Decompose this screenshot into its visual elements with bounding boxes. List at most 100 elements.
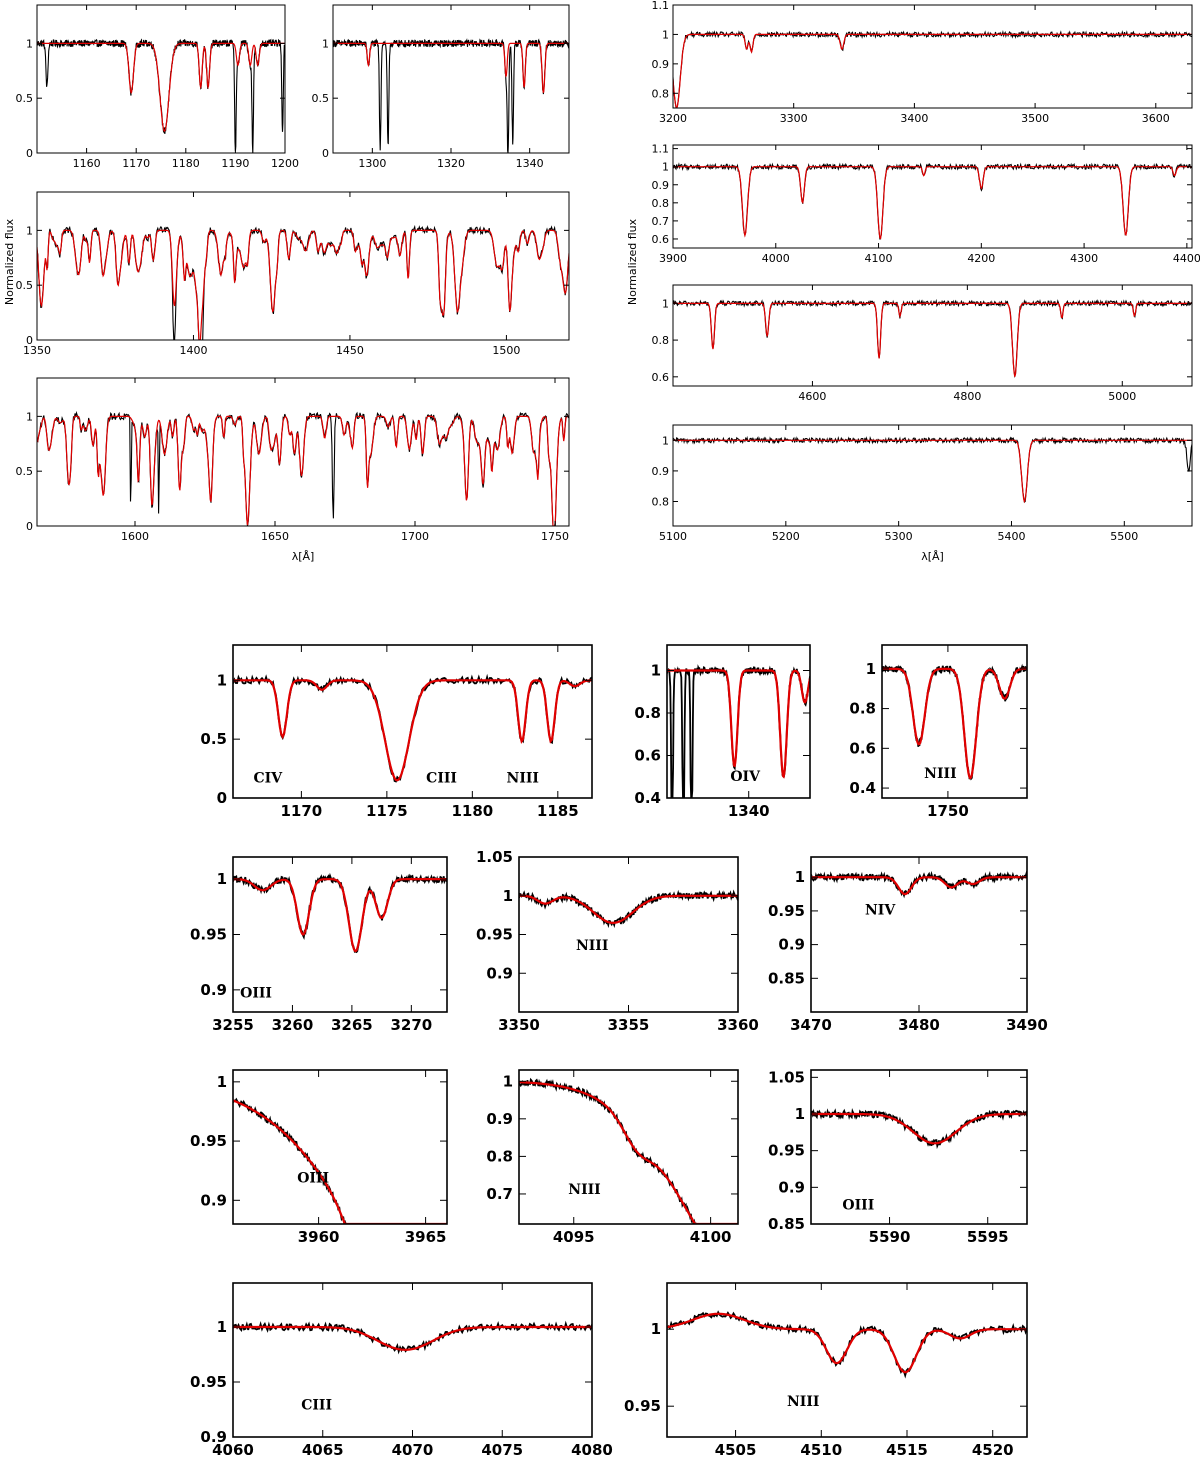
- ion-label: OIII: [297, 1171, 329, 1187]
- x-tick-label: 4300: [1070, 252, 1098, 265]
- x-tick-label: 1450: [336, 344, 364, 357]
- top-right-ylabel: Normalized flux: [626, 218, 639, 305]
- model-spectrum: [673, 33, 1192, 108]
- y-tick-label: 0.6: [849, 739, 876, 757]
- ion-label: NIII: [576, 938, 608, 954]
- ion-label: CIII: [426, 771, 457, 787]
- y-tick-label: 1.05: [768, 1068, 805, 1086]
- panel-z10: 4060 4065 4070 4075 4080 0.9 0.95 1 CIII: [190, 1282, 613, 1459]
- x-tick-label: 1320: [437, 157, 465, 170]
- model-spectrum: [667, 1312, 1027, 1374]
- y-tick-label: 0.9: [778, 936, 805, 954]
- y-tick-label: 0.5: [312, 92, 330, 105]
- x-tick-label: 4200: [967, 252, 995, 265]
- x-tick-label: 1185: [537, 802, 579, 820]
- plot-frame: [36, 191, 570, 341]
- ion-label: NIII: [507, 771, 539, 787]
- panel-z5: 3350 3355 3360 0.9 0.95 1 1.05 NIII: [476, 848, 759, 1034]
- panel-opt4: 5100 5200 5300 5400 5500 0.8 0.9 1 λ[Å]: [652, 424, 1193, 563]
- y-tick-label: 0.6: [652, 371, 670, 384]
- ion-label: CIV: [254, 771, 284, 787]
- plot-frame: [332, 4, 570, 154]
- model-spectrum: [37, 229, 569, 340]
- y-tick-label: 0.8: [486, 1147, 513, 1165]
- x-tick-label: 1180: [172, 157, 200, 170]
- ion-label: NIII: [568, 1182, 600, 1198]
- observed-spectrum: [37, 38, 285, 153]
- panel-uv3: 1350 1400 1450 1500 0 0.5 1: [16, 191, 570, 357]
- plot-frame: [36, 377, 570, 527]
- y-tick-label: 0.5: [16, 465, 34, 478]
- y-tick-label: 0.4: [634, 789, 661, 807]
- y-tick-label: 1: [26, 410, 33, 423]
- y-tick-label: 1: [662, 28, 669, 41]
- x-tick-label: 4065: [302, 1441, 344, 1459]
- y-tick-label: 0.8: [652, 334, 670, 347]
- x-tick-label: 3300: [780, 112, 808, 125]
- y-tick-label: 0.5: [16, 92, 34, 105]
- y-tick-label: 0.9: [652, 58, 670, 71]
- x-tick-label: 3960: [298, 1228, 340, 1246]
- x-tick-label: 4080: [571, 1441, 613, 1459]
- y-tick-label: 0: [26, 520, 33, 533]
- model-spectrum: [673, 302, 1192, 377]
- y-tick-label: 0.95: [190, 926, 227, 944]
- y-tick-label: 0: [26, 147, 33, 160]
- plot-frame: [666, 1282, 1028, 1438]
- x-tick-label: 3355: [608, 1016, 650, 1034]
- panel-uv2: 1300 1320 1340 0 0.5 1: [312, 4, 570, 170]
- x-tick-label: 5100: [659, 530, 687, 543]
- x-tick-label: 4095: [553, 1228, 595, 1246]
- ion-label: OIII: [240, 986, 272, 1002]
- x-tick-label: 4520: [972, 1441, 1014, 1459]
- y-tick-label: 0.85: [768, 969, 805, 987]
- y-tick-label: 0.85: [768, 1215, 805, 1233]
- y-tick-label: 0.95: [624, 1397, 661, 1415]
- y-tick-label: 0.9: [652, 465, 670, 478]
- model-spectrum: [37, 415, 569, 526]
- y-tick-label: 0.4: [849, 779, 876, 797]
- y-tick-label: 0.6: [634, 747, 661, 765]
- x-tick-label: 3965: [405, 1228, 447, 1246]
- x-tick-label: 1700: [401, 530, 429, 543]
- x-tick-label: 1340: [728, 802, 770, 820]
- y-tick-label: 1: [662, 297, 669, 310]
- y-tick-label: 0.9: [486, 1110, 513, 1128]
- x-tick-label: 3200: [659, 112, 687, 125]
- y-tick-label: 0: [217, 789, 227, 807]
- y-tick-label: 1: [26, 224, 33, 237]
- x-tick-label: 3350: [498, 1016, 540, 1034]
- panel-opt3: 4600 4800 5000 0.6 0.8 1: [652, 284, 1193, 403]
- y-tick-label: 1: [662, 161, 669, 174]
- y-tick-label: 0.95: [190, 1373, 227, 1391]
- model-spectrum: [673, 439, 1192, 504]
- observed-spectrum: [673, 298, 1192, 378]
- plot-frame: [518, 1069, 739, 1225]
- x-tick-label: 1200: [271, 157, 299, 170]
- y-tick-label: 0.9: [200, 981, 227, 999]
- y-tick-label: 1: [662, 434, 669, 447]
- y-tick-label: 0.9: [200, 1191, 227, 1209]
- y-tick-label: 1: [651, 662, 661, 680]
- y-tick-label: 0.8: [849, 700, 876, 718]
- x-tick-label: 1600: [121, 530, 149, 543]
- x-tick-label: 4000: [762, 252, 790, 265]
- x-tick-label: 3470: [790, 1016, 832, 1034]
- y-tick-label: 0.8: [652, 496, 670, 509]
- observed-spectrum: [519, 1077, 738, 1224]
- x-tick-label: 5300: [885, 530, 913, 543]
- x-tick-label: 4070: [392, 1441, 434, 1459]
- x-tick-label: 5000: [1108, 390, 1136, 403]
- x-tick-label: 3265: [331, 1016, 373, 1034]
- x-tick-label: 3490: [1006, 1016, 1048, 1034]
- ion-label: CIII: [301, 1398, 332, 1414]
- y-tick-label: 0.9: [778, 1178, 805, 1196]
- x-tick-label: 3500: [1021, 112, 1049, 125]
- x-tick-label: 1175: [366, 802, 408, 820]
- model-spectrum: [233, 1325, 592, 1351]
- x-tick-label: 1170: [122, 157, 150, 170]
- y-tick-label: 1: [795, 1105, 805, 1123]
- y-tick-label: 1: [217, 671, 227, 689]
- panel-z7: 3960 3965 0.9 0.95 1 OIII: [190, 1069, 448, 1246]
- plot-frame: [881, 644, 1028, 799]
